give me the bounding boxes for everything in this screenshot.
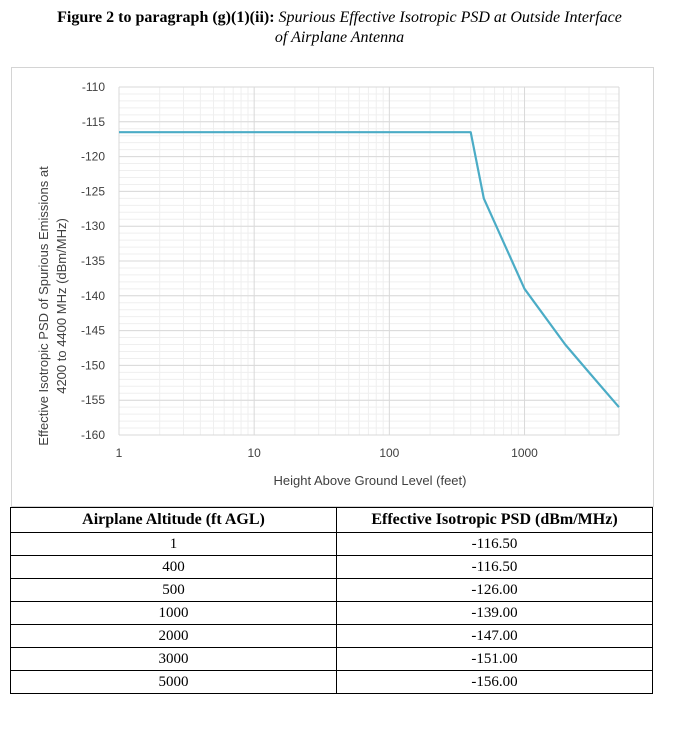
y-tick-label: -115 [82,115,105,129]
x-axis-title: Height Above Ground Level (feet) [274,473,467,488]
altitude-cell: 500 [10,578,337,602]
series-lines [119,131,620,408]
column-header-psd: Effective Isotropic PSD (dBm/MHz) [336,507,653,533]
psd-cell: -139.00 [336,601,653,625]
y-tick-label: -135 [81,254,105,268]
psd-cell: -151.00 [336,647,653,671]
altitude-cell: 3000 [10,647,337,671]
altitude-cell: 1000 [10,601,337,625]
altitude-cell: 5000 [10,670,337,694]
altitude-cell: 400 [10,555,337,579]
line-chart: -110 -115 -120 -125 -130 -135 -140 -145 -150 -155… [36,80,620,488]
y-tick-label: -140 [81,289,105,303]
figure-caption-line2: of Airplane Antenna [274,29,405,46]
y-axis-title-line2: 4200 to 4400 MHz (dBm/MHz) [54,218,69,394]
y-tick-label: -125 [81,184,105,198]
y-tick-label: -160 [81,428,105,442]
psd-cell: -126.00 [336,578,653,602]
y-tick-label: -120 [81,150,105,164]
major-gridlines [118,86,620,436]
series-line [119,131,620,408]
table-row: 400 -116.50 [10,555,653,579]
figure-label: Figure 2 to paragraph (g)(1)(ii): [57,9,275,26]
table-header-row: Airplane Altitude (ft AGL) Effective Iso… [10,507,653,533]
x-tick-label: 1000 [511,446,538,460]
table-row: 2000 -147.00 [10,624,653,648]
table-row: 500 -126.00 [10,578,653,602]
psd-cell: -156.00 [336,670,653,694]
y-tick-label: -155 [81,393,105,407]
figure-title: Figure 2 to paragraph (g)(1)(ii): Spurio… [10,8,669,48]
altitude-cell: 1 [10,532,337,556]
column-header-altitude: Airplane Altitude (ft AGL) [10,507,337,533]
y-axis-title-line1: Effective Isotropic PSD of Spurious Emis… [36,166,51,446]
chart-area: -110 -115 -120 -125 -130 -135 -140 -145 -150 -155… [11,67,654,507]
psd-cell: -147.00 [336,624,653,648]
x-tick-labels: 1 10 100 1000 [116,446,539,460]
table-row: 3000 -151.00 [10,647,653,671]
figure-caption-line1: Spurious Effective Isotropic PSD at Outs… [278,9,622,26]
y-tick-label: -145 [81,324,105,338]
x-tick-label: 1 [116,446,123,460]
psd-cell: -116.50 [336,555,653,579]
table-row: 1 -116.50 [10,532,653,556]
y-tick-label: -110 [82,80,105,94]
y-tick-label: -130 [81,219,105,233]
x-tick-label: 10 [247,446,261,460]
table-row: 1000 -139.00 [10,601,653,625]
table-row: 5000 -156.00 [10,670,653,694]
x-tick-label: 100 [379,446,399,460]
altitude-cell: 2000 [10,624,337,648]
y-tick-label: -150 [81,358,105,372]
y-tick-labels: -110 -115 -120 -125 -130 -135 -140 -145 -150 -155… [81,80,105,442]
altitude-psd-table: Airplane Altitude (ft AGL) Effective Iso… [10,507,653,694]
psd-cell: -116.50 [336,532,653,556]
